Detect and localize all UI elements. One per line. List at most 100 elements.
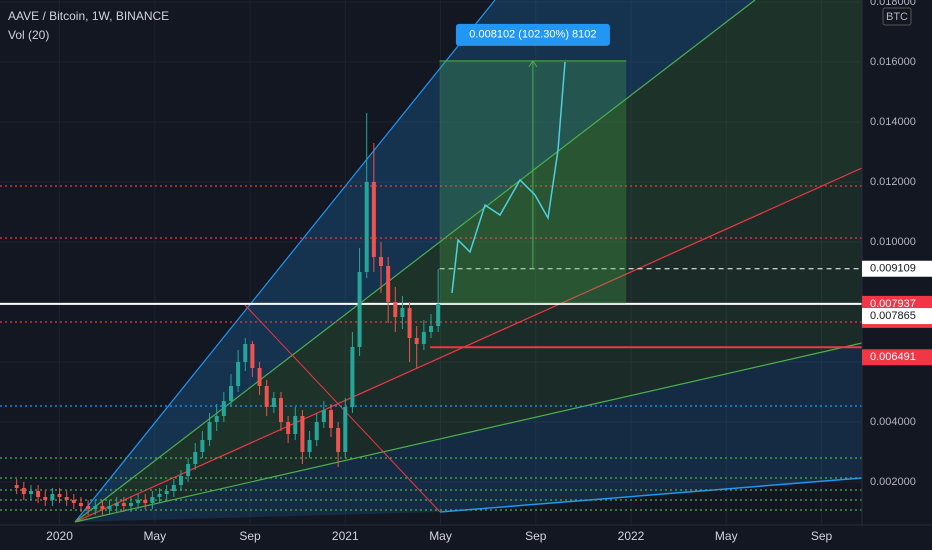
candle-body (221, 401, 226, 417)
candle-body (243, 344, 248, 363)
candle-body (207, 422, 212, 441)
candle-body (14, 485, 19, 489)
candle-body (350, 347, 355, 408)
candle-body (178, 476, 183, 486)
candle-body (286, 422, 291, 435)
candle-body (128, 503, 133, 507)
currency-box (882, 7, 912, 26)
candle-body (157, 494, 162, 498)
fan-line (439, 477, 863, 513)
candle-body (321, 410, 326, 423)
candle-body (250, 344, 255, 369)
axes: 0.0020000.0040000.0060000.0080000.010000… (46, 0, 932, 543)
y-tick-label: 0.002000 (870, 476, 916, 488)
candle-body (307, 440, 312, 453)
x-tick-label: May (143, 529, 166, 543)
candle-body (293, 416, 298, 435)
x-tick-label: 2021 (332, 529, 359, 543)
candle-body (378, 257, 383, 267)
price-tag-label: 0.006491 (870, 351, 916, 363)
candle-body (107, 506, 112, 510)
candle-body (414, 338, 419, 345)
candle-body (257, 368, 262, 387)
trend-line (244, 304, 441, 513)
candle-body (393, 302, 398, 318)
candle-body (86, 506, 91, 510)
x-tick-label: Sep (525, 529, 547, 543)
candle-body (150, 497, 155, 504)
y-tick-label: 0.012000 (870, 176, 916, 188)
candle-body (136, 500, 141, 504)
candle-body (71, 500, 76, 504)
candle-body (164, 491, 169, 495)
price-tag (862, 349, 932, 366)
candle-body (386, 266, 391, 303)
candle-body (264, 386, 269, 408)
candle-body (336, 428, 341, 453)
candle-body (436, 303, 441, 327)
x-tick-label: Sep (239, 529, 261, 543)
x-tick-label: 2020 (46, 529, 73, 543)
candle-body (64, 497, 69, 501)
candle-body (236, 362, 241, 387)
price-tag-label: 0.007865 (870, 310, 916, 322)
fan-line (74, 342, 863, 523)
candle-body (43, 497, 48, 501)
indicator-label: Vol (20) (8, 28, 49, 42)
position-arrowhead (528, 59, 538, 68)
candle-body (278, 398, 283, 423)
drawings (74, 0, 863, 523)
candles (14, 113, 441, 516)
fan-line (74, 0, 496, 523)
x-tick-label: Sep (811, 529, 833, 543)
candle-body (429, 326, 433, 333)
candle-body (200, 440, 205, 453)
candle-body (314, 422, 319, 441)
candle-body (328, 410, 333, 429)
candle-body (343, 407, 348, 453)
candle-body (364, 182, 369, 273)
candle-body (371, 182, 376, 258)
x-tick-label: May (429, 529, 452, 543)
candle-body (21, 488, 26, 495)
candle-body (100, 506, 105, 510)
y-tick-label: 0.018000 (870, 0, 916, 8)
candle-body (114, 503, 119, 507)
currency: BTC (886, 11, 908, 23)
candle-body (186, 464, 191, 477)
projection-path (451, 61, 566, 294)
candle-body (57, 494, 62, 498)
candle-body (421, 332, 426, 345)
candle-body (93, 506, 98, 510)
y-tick-label: 0.010000 (870, 236, 916, 248)
price-tag (862, 260, 932, 277)
candle-body (36, 491, 41, 498)
position: 0.008102 (102.30%) 8102 (439, 23, 627, 304)
candle-body (193, 452, 198, 465)
candle-body (407, 308, 412, 339)
y-tick-label: 0.004000 (870, 416, 916, 428)
candle-body (143, 500, 148, 504)
price-tag (862, 295, 932, 312)
fan-line (74, 0, 756, 523)
candle-body (121, 503, 126, 507)
price-tag (862, 308, 932, 325)
candle-body (400, 308, 405, 318)
candle-body (28, 491, 33, 495)
candle-body (214, 416, 219, 423)
y-tick-label: 0.014000 (870, 116, 916, 128)
candle-body (78, 503, 83, 507)
fan-line (74, 167, 863, 523)
candle-body (300, 416, 305, 453)
candle-body (171, 485, 176, 492)
y-tick-label: 0.016000 (870, 56, 916, 68)
candle-body (50, 494, 55, 501)
x-tick-label: 2022 (618, 529, 645, 543)
x-tick-label: May (715, 529, 738, 543)
position-label: 0.008102 (102.30%) 8102 (469, 29, 596, 41)
position-label-box (455, 23, 610, 46)
chart-title: AAVE / Bitcoin, 1W, BINANCE (8, 9, 169, 23)
fan-zone (75, 0, 862, 522)
